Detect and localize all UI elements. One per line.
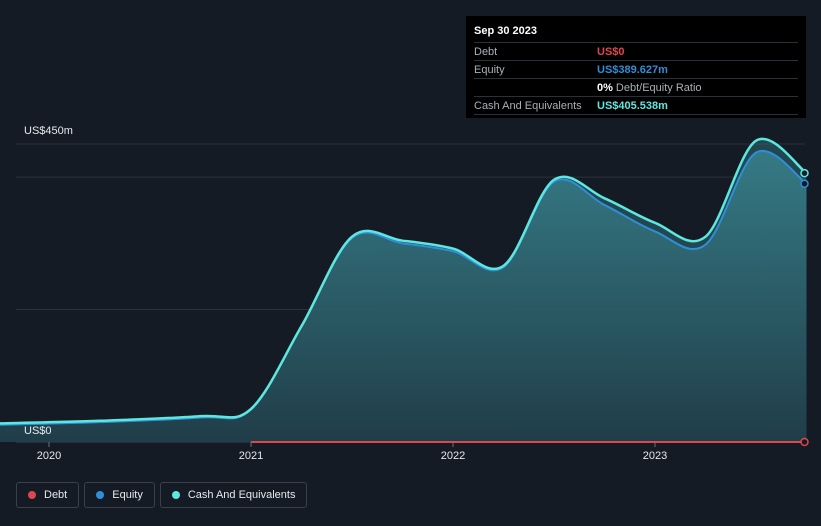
series-end-markers [800,168,809,447]
legend-item-cash[interactable]: Cash And Equivalents [159,482,308,508]
equity-area [0,150,807,442]
legend-label: Debt [44,489,68,501]
equity-end-marker [800,179,809,188]
debt-end-marker [800,437,809,447]
legend-dot-cash [171,491,180,499]
legend-item-debt[interactable]: Debt [16,482,80,508]
x-tick-marks [48,442,656,447]
legend-label: Equity [112,489,143,501]
tooltip-value: US$0 [597,45,625,58]
series-areas [0,138,807,442]
legend: Debt Equity Cash And Equivalents [16,482,308,508]
tooltip-ratio-label: Debt/Equity Ratio [615,81,702,94]
tooltip-value: US$389.627m [597,63,668,76]
tooltip-label: Debt [474,45,498,58]
cash-line [0,137,808,425]
y-tick-label-zero: US$0 [24,425,52,437]
legend-label: Cash And Equivalents [187,489,296,501]
tooltip-row-equity: Equity US$389.627m [474,60,798,78]
tooltip-row-cash: Cash And Equivalents US$405.538m [474,96,798,115]
legend-dot-debt [28,491,36,499]
tooltip-value: 0% [597,81,613,94]
x-tick-label-2020: 2020 [36,450,62,462]
legend-dot-equity [96,491,105,499]
tooltip-row-ratio: 0% Debt/Equity Ratio [474,78,798,96]
tooltip-label: Equity [474,63,505,76]
tooltip-row-debt: Debt US$0 [474,42,798,60]
equity-line [0,149,808,426]
legend-item-equity[interactable]: Equity [84,482,155,508]
tooltip-value: US$405.538m [597,99,668,112]
tooltip-label: Cash And Equivalents [474,99,582,112]
x-tick-label-2022: 2022 [440,450,466,462]
cash-end-marker [800,168,809,178]
x-tick-label-2021: 2021 [238,450,264,462]
x-tick-label-2023: 2023 [642,450,668,462]
series-lines [0,137,808,443]
y-tick-label-max: US$450m [24,125,73,137]
tooltip-panel: Sep 30 2023 Debt US$0 Equity US$389.627m… [466,16,806,118]
tooltip-date: Sep 30 2023 [474,25,537,37]
